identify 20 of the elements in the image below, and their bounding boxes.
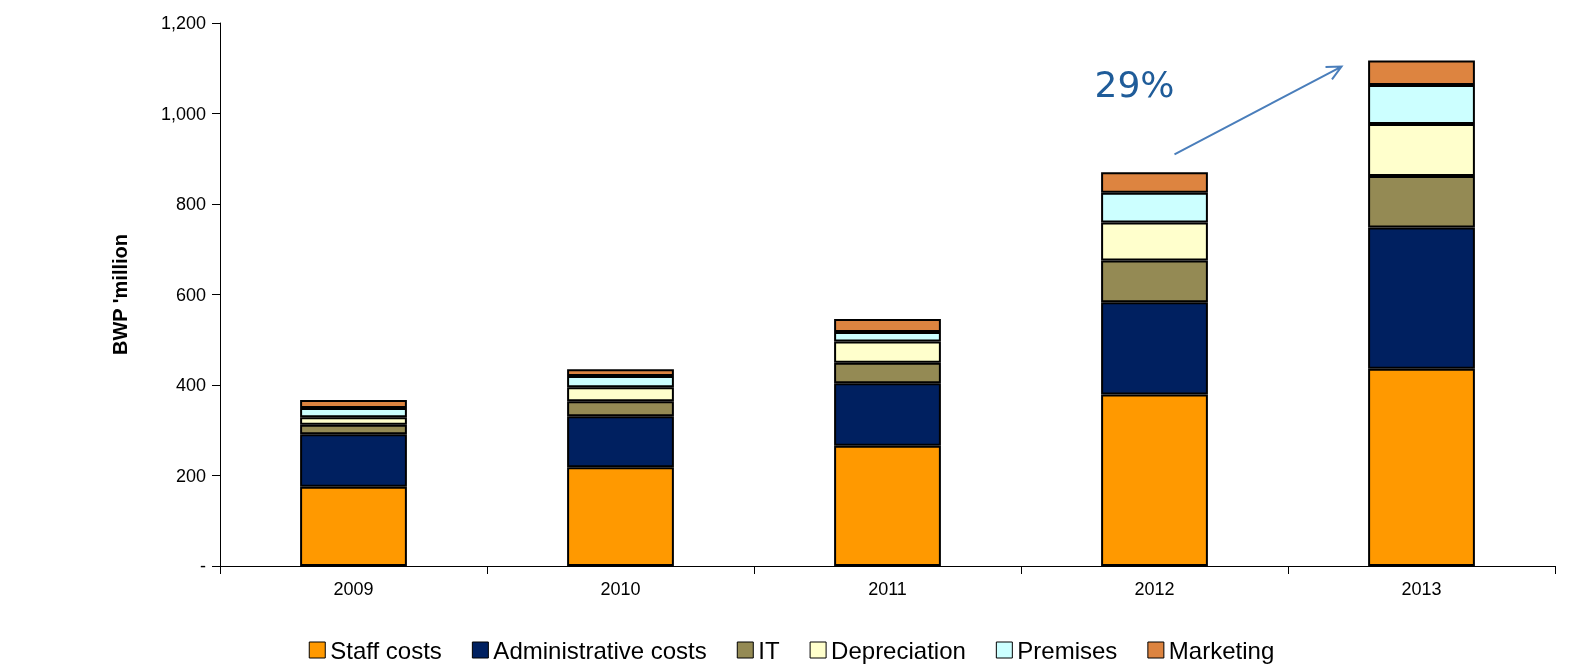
- annotation: 29%: [1094, 64, 1175, 106]
- legend-label: Administrative costs: [493, 636, 707, 664]
- legend-label: IT: [758, 636, 780, 664]
- y-tick-label: 600: [175, 284, 206, 305]
- y-tick-label: 400: [175, 375, 206, 395]
- x-tick-label: 2009: [333, 579, 374, 599]
- x-tick-label: 2010: [600, 579, 641, 599]
- legend-label: Depreciation: [831, 636, 966, 664]
- x-tick-label: 2012: [1134, 579, 1175, 599]
- y-tick-label: 200: [175, 465, 206, 486]
- legend-label: Premises: [1017, 636, 1118, 664]
- x-tick-label: 2013: [1401, 579, 1442, 599]
- legend-label: Marketing: [1168, 636, 1275, 664]
- y-tick-label: 800: [175, 194, 206, 214]
- y-tick-label: -: [200, 556, 206, 576]
- x-tick-label: 2011: [868, 579, 907, 599]
- legend-label: Staff costs: [330, 636, 442, 664]
- y-tick-label: 1,200: [160, 13, 206, 33]
- y-tick-label: 1,000: [160, 103, 206, 124]
- y-axis-title: BWP 'million: [109, 233, 131, 356]
